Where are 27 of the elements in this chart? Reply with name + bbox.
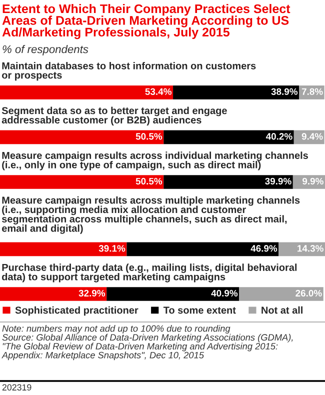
data-label: 32.9%	[78, 290, 106, 297]
data-label: 26.0%	[296, 290, 322, 297]
text: Note: numbers may not add up to 100% due to rounding Source: Global Alliance of Data-Driven Marketing Associations (GDMA), "The Global Review of Data-Driven Marketing and Advertising 2015: Appendix: Marketplace Snapshots", Dec 10, 2015	[2, 325, 293, 360]
y-tick-label: Measure campaign results across multiple marketing channels (i.e., supporting media mix allocation and customer segmentation across multiple channels, such as direct mail, email and digital)	[2, 196, 300, 234]
legend-label: To some extent	[163, 306, 236, 314]
data-label: 39.9%	[265, 178, 292, 185]
data-label: 9.9%	[302, 178, 324, 185]
data-label: 40.2%	[266, 133, 292, 140]
data-label: 9.4%	[302, 133, 323, 140]
data-label: 39.1%	[98, 245, 126, 252]
data-label: 50.5%	[136, 133, 162, 140]
y-tick-label: Measure campaign results across individual marketing channels (i.e., only in one type of campaign, such as direct mail)	[2, 152, 308, 170]
data-label: 40.9%	[211, 290, 238, 297]
data-label: 14.3%	[298, 245, 324, 252]
chart-subtitle: % of respondents	[2, 45, 88, 56]
data-label: 46.9%	[250, 245, 278, 252]
data-label: 53.4%	[145, 88, 172, 95]
data-label: 7.8%	[302, 88, 323, 95]
legend-label: Sophisticated practitioner	[15, 306, 138, 316]
text: 202319	[2, 384, 32, 391]
y-tick-label: Purchase third-party data (e.g., mailing lists, digital behavioral data) to support targeted marketing campaigns	[2, 264, 297, 282]
data-label: 50.5%	[136, 178, 162, 185]
chart-title: Extent to Which Their Company Practices Select Areas of Data-Driven Marketing According to US Ad/Marketing Professionals, July 2015	[2, 4, 290, 40]
y-tick-label: Maintain databases to host information on customers or prospects	[2, 62, 256, 81]
y-tick-label: Segment data so as to better target and engage addressable customer (or B2B) audiences	[2, 106, 227, 126]
data-label: 38.9%	[271, 88, 298, 95]
legend-label: Not at all	[262, 306, 302, 314]
